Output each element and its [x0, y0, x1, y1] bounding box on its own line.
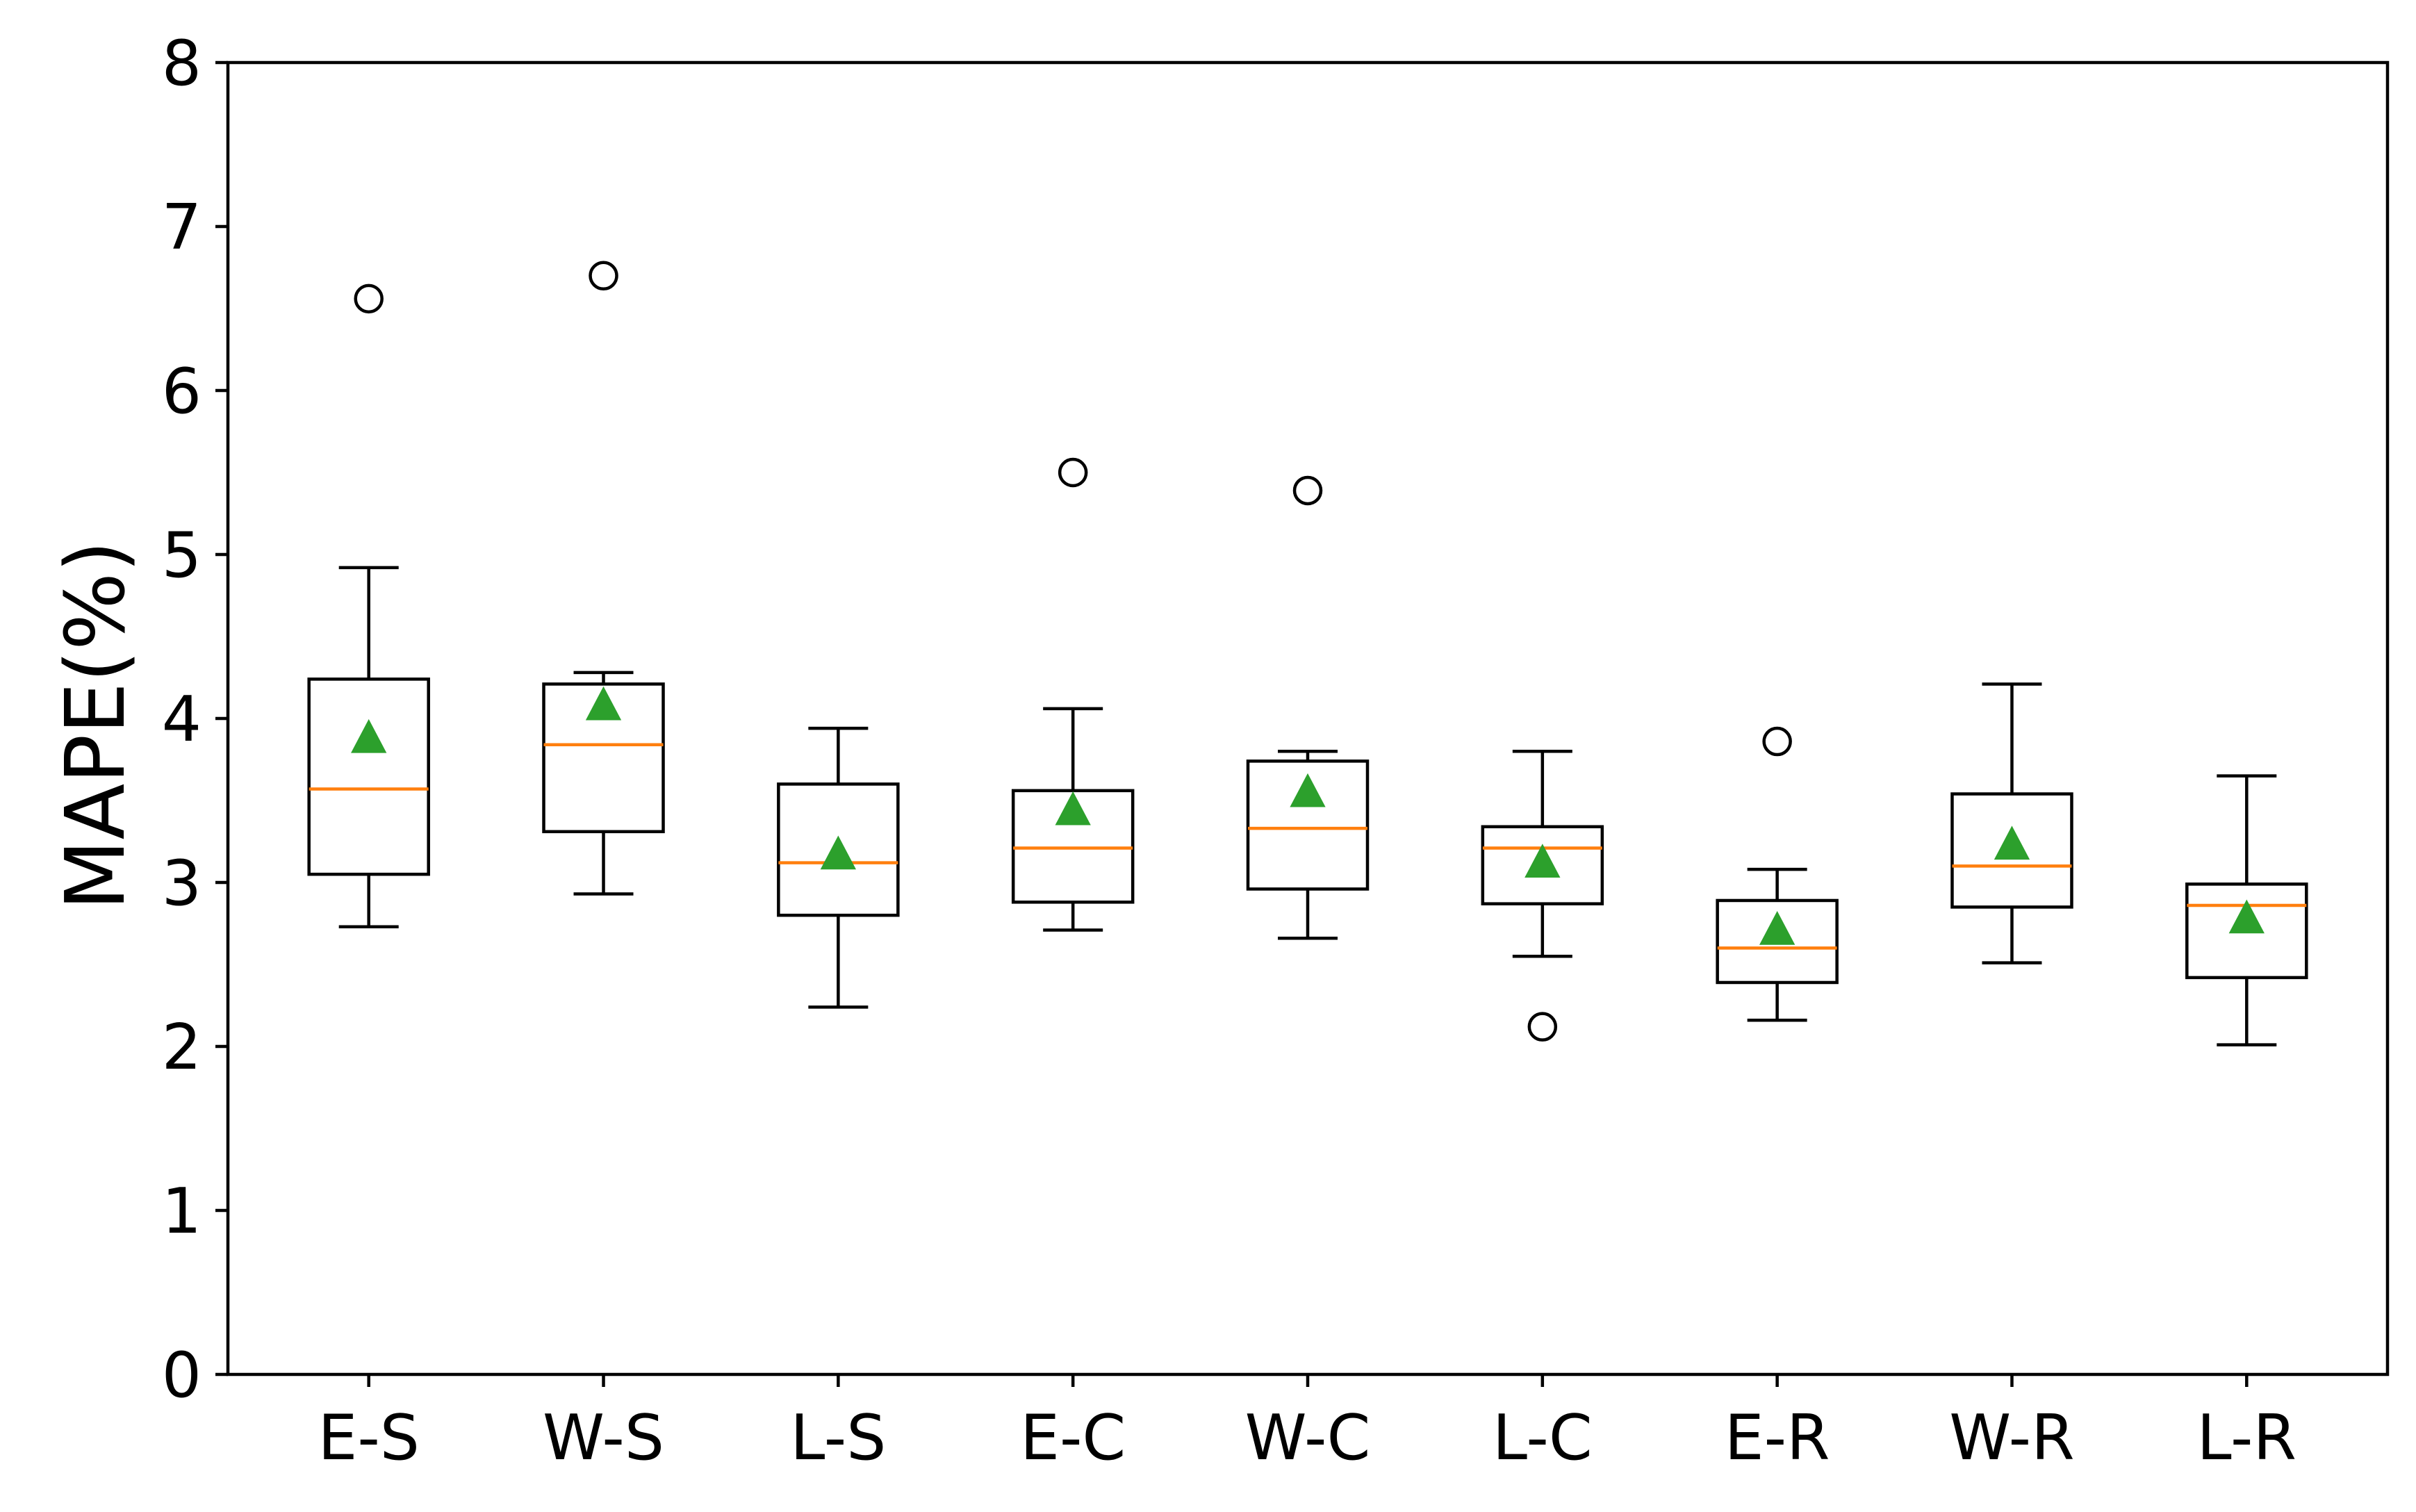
box-iqr: [1716, 898, 1839, 985]
y-axis-title: MAPE(%): [47, 541, 143, 910]
box-group: [1481, 749, 1604, 1042]
box-group: [1246, 475, 1370, 940]
box-group: [307, 284, 430, 928]
outlier-point: [1527, 1012, 1558, 1042]
mean-marker: [1525, 844, 1561, 878]
box-iqr: [542, 682, 665, 834]
outlier-point: [1058, 457, 1088, 488]
box-iqr: [307, 677, 430, 876]
x-tick-label: W-S: [543, 1402, 664, 1474]
y-tick-label: 4: [162, 683, 202, 756]
mean-marker: [2228, 899, 2265, 934]
box-iqr: [1950, 792, 2073, 909]
box-group: [777, 726, 900, 1009]
x-tick-label: W-C: [1245, 1402, 1371, 1474]
outlier-point: [1762, 726, 1792, 757]
y-tick-label: 0: [162, 1339, 202, 1412]
y-tick-label: 7: [162, 191, 202, 264]
plot-area: [226, 60, 2390, 1377]
box-group: [2185, 774, 2308, 1046]
box-iqr: [777, 782, 900, 917]
mean-marker: [585, 686, 622, 721]
y-tick-label: 2: [162, 1011, 202, 1084]
y-tick-label: 3: [162, 847, 202, 920]
mean-marker: [1055, 791, 1091, 825]
box-iqr: [1246, 759, 1370, 891]
x-tick-label: E-S: [318, 1402, 419, 1474]
x-tick-label: E-R: [1725, 1402, 1830, 1474]
box-group: [1011, 457, 1135, 932]
y-tick-label: 8: [162, 27, 202, 100]
x-axis: E-S W-S L-S E-C W-C L-C E-R W-R L-R: [318, 1374, 2296, 1474]
outlier-point: [1292, 475, 1323, 506]
y-axis: 0 1 2 3 4 5 6 7 8: [162, 27, 228, 1412]
x-tick-label: L-C: [1493, 1402, 1593, 1474]
y-tick-label: 6: [162, 355, 202, 428]
mean-marker: [351, 718, 387, 753]
mean-marker: [1759, 911, 1795, 945]
outlier-point: [589, 261, 618, 291]
y-tick-label: 1: [162, 1175, 202, 1248]
box-group: [1950, 682, 2073, 964]
box-group: [542, 261, 665, 896]
box-group: [1716, 726, 1839, 1022]
mean-marker: [1994, 825, 2030, 860]
mean-marker: [820, 835, 857, 870]
x-tick-label: E-C: [1020, 1402, 1126, 1474]
y-tick-label: 5: [162, 519, 202, 592]
outlier-point: [354, 284, 384, 314]
x-tick-label: L-S: [790, 1402, 886, 1474]
plot-frame: [226, 60, 2390, 1377]
box-iqr: [2185, 882, 2308, 980]
mean-marker: [1290, 773, 1326, 807]
box-iqr: [1011, 789, 1135, 904]
box-iqr: [1481, 825, 1604, 905]
x-tick-label: L-R: [2197, 1402, 2297, 1474]
x-tick-label: W-R: [1949, 1402, 2074, 1474]
